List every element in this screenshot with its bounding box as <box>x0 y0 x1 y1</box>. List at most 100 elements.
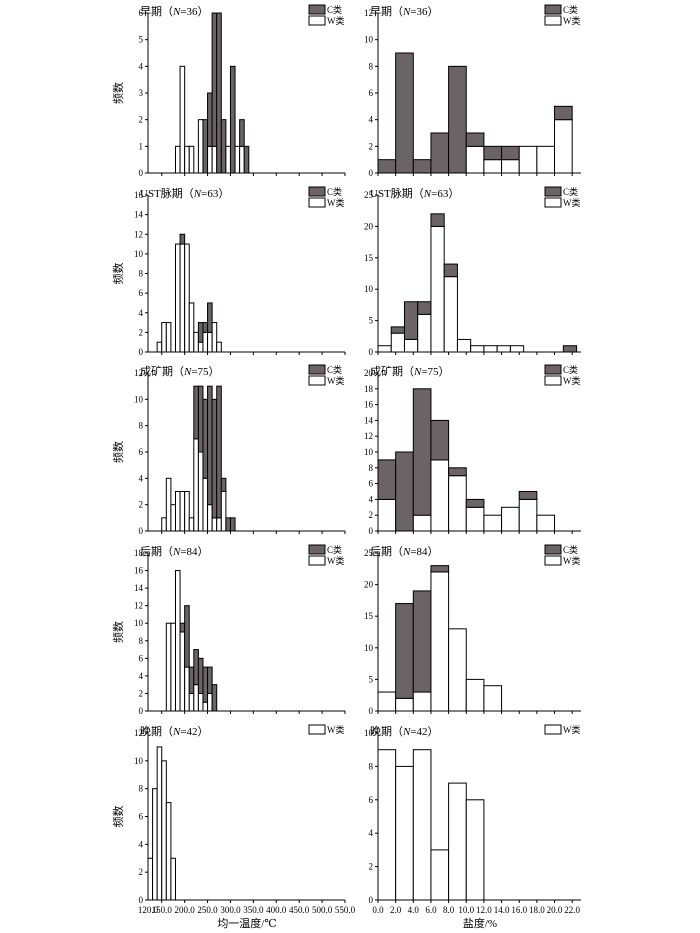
legend-label: W类 <box>563 724 581 735</box>
bar-w <box>430 459 450 532</box>
x-tick-label: 6.0 <box>425 905 437 915</box>
bar-c <box>483 145 503 161</box>
y-tick-label: 4 <box>139 473 144 483</box>
bar-c <box>412 590 432 693</box>
legend-swatch-w <box>308 15 326 26</box>
bar-w <box>377 345 392 353</box>
x-tick-label: 4.0 <box>408 905 420 915</box>
x-tick-label: 150.0 <box>152 905 173 915</box>
bar-w <box>377 749 397 901</box>
legend-label: C类 <box>327 544 342 555</box>
bar-c <box>243 145 250 174</box>
x-tick-label: 8.0 <box>443 905 455 915</box>
bar-w <box>188 145 195 174</box>
bar-w <box>448 628 467 712</box>
panel-title: 早期（N=36） <box>140 5 209 18</box>
y-tick-label: 0 <box>369 895 374 905</box>
y-tick-label: 8 <box>369 463 374 473</box>
bar-w <box>170 622 176 712</box>
y-tick-label: 10 <box>364 35 374 45</box>
y-tick-label: 10 <box>134 249 144 259</box>
legend-label: C类 <box>563 4 578 15</box>
bar-c <box>562 345 578 353</box>
bar-w <box>448 782 467 901</box>
legend-swatch-w <box>308 555 326 566</box>
bar-w <box>501 506 520 532</box>
bar-w <box>207 692 213 712</box>
bar-w <box>225 145 231 174</box>
legend-label: W类 <box>563 375 581 386</box>
y-tick-label: 8 <box>139 636 144 646</box>
bar-w <box>234 145 241 174</box>
bar-c <box>448 65 467 174</box>
bar-w <box>184 145 190 174</box>
bar-w <box>470 345 485 353</box>
legend-label: C类 <box>563 186 578 197</box>
y-tick-label: 10 <box>134 394 144 404</box>
panel-title: 后期（N=84） <box>370 545 439 558</box>
x-tick-label: 18.0 <box>529 905 545 915</box>
y-tick-label: 14 <box>134 210 144 220</box>
y-tick-label: 0 <box>369 347 374 357</box>
bar-w <box>211 145 218 174</box>
bar-w <box>483 345 498 353</box>
y-tick-label: 0 <box>369 526 374 536</box>
y-tick-label: 25 <box>364 548 374 558</box>
bar-c <box>465 132 485 147</box>
bar-w <box>202 701 209 712</box>
legend-swatch-c <box>308 4 326 15</box>
legend-label: C类 <box>327 4 342 15</box>
bar-c <box>430 213 445 227</box>
bar-c <box>412 159 432 174</box>
y-tick-label: 6 <box>139 447 144 457</box>
y-tick-label: 8 <box>139 784 144 794</box>
bar-w <box>179 65 186 174</box>
panel-title: 早期（N=36） <box>370 5 439 18</box>
bar-w <box>448 475 467 532</box>
panel-title: UST脉期（N=63） <box>140 186 229 200</box>
bar-w <box>179 631 186 712</box>
bar-c <box>179 233 186 245</box>
x-tick-label: 300.0 <box>220 905 241 915</box>
bar-w <box>496 345 511 353</box>
bar-w <box>377 498 397 532</box>
legend-label: W类 <box>327 724 345 735</box>
y-tick-label: 2 <box>369 510 374 520</box>
bar-w <box>202 477 209 532</box>
panel-salt-final: 0 2 4 6 8 10 0.0 2.0 4.0 6.0 8.0 10.0 12.0 14.0 16.0 18… <box>364 724 581 915</box>
bar-w <box>165 622 172 712</box>
bar-c <box>202 119 209 174</box>
y-tick-label: 2 <box>369 862 374 872</box>
bar-c <box>518 491 538 500</box>
y-tick-label: 12 <box>134 368 143 378</box>
bar-w <box>465 799 485 901</box>
y-tick-label: 8 <box>369 61 374 71</box>
bar-c <box>211 398 218 519</box>
y-tick-label: 12 <box>364 8 373 18</box>
bar-w <box>174 243 181 353</box>
y-tick-label: 10 <box>364 447 374 457</box>
y-tick-label: 0 <box>139 347 144 357</box>
bar-c <box>188 666 195 694</box>
legend-swatch-w <box>544 724 562 735</box>
x-tick-label: 400.0 <box>266 905 287 915</box>
y-tick-label: 20 <box>364 368 374 378</box>
x-tick-label: 500.0 <box>312 905 333 915</box>
bar-w <box>239 145 245 174</box>
y-tick-label: 0 <box>139 895 144 905</box>
bar-w <box>518 498 538 532</box>
y-tick-label: 10 <box>134 756 144 766</box>
bar-w <box>152 788 158 901</box>
y-tick-label: 3 <box>139 88 144 98</box>
y-tick-label: 4 <box>139 839 144 849</box>
y-tick-label: 10 <box>134 618 144 628</box>
bar-c <box>390 326 405 334</box>
bar-w <box>465 506 485 532</box>
x-tick-label: 22.0 <box>564 905 580 915</box>
legend-swatch-w <box>544 375 562 386</box>
bar-c <box>448 467 467 477</box>
